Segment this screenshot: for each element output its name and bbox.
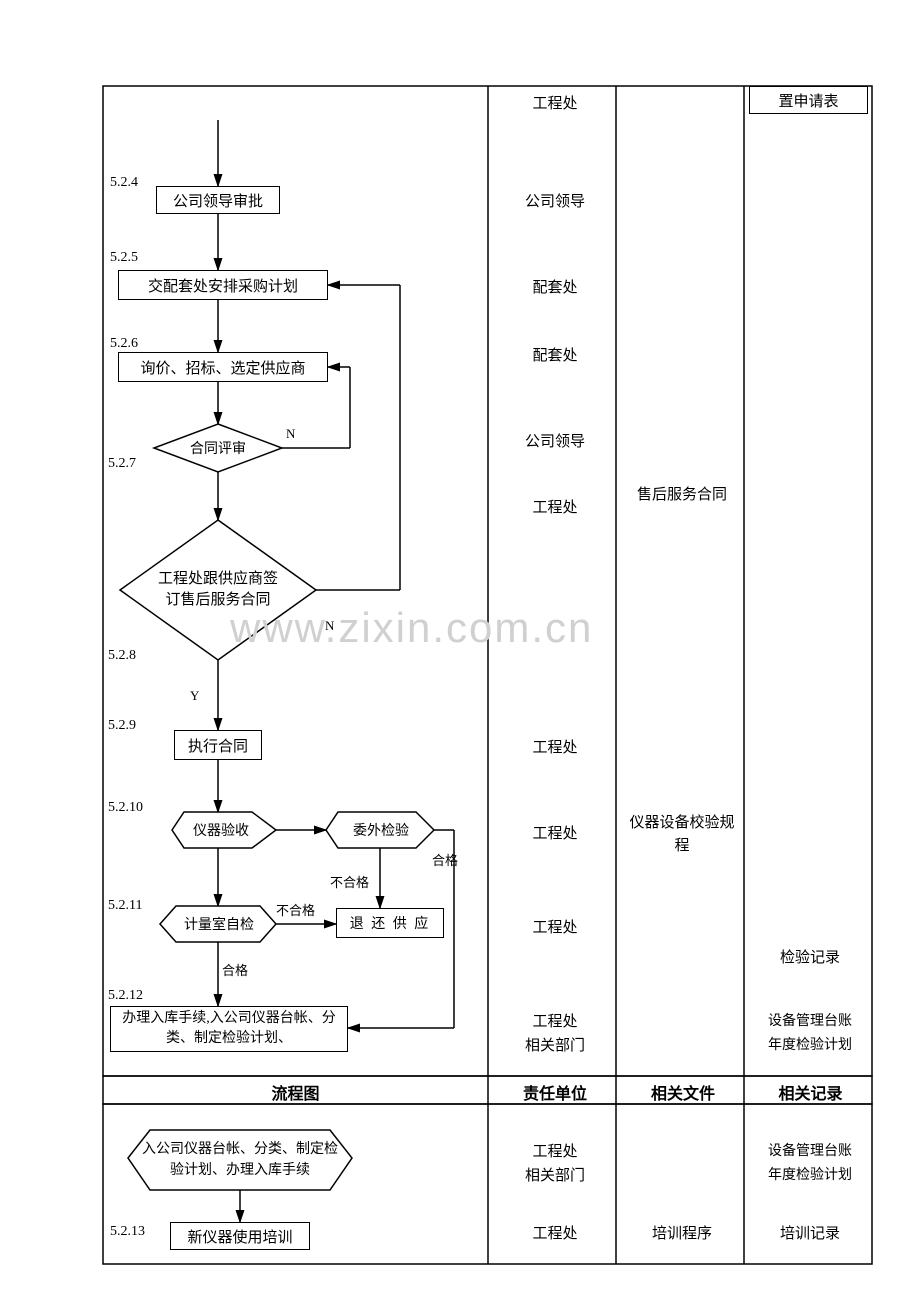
- box-5.2.5: 交配套处安排采购计划: [118, 270, 328, 300]
- num-5.2.13: 5.2.13: [110, 1224, 145, 1240]
- header-col3: 相关文件: [622, 1080, 744, 1104]
- top-col4-text: 置申请表: [778, 90, 838, 111]
- hex-5.2.12b-text: 入公司仪器台帐、分类、制定检验计划、办理入库手续: [140, 1138, 340, 1182]
- top-col4-box: 置申请表: [749, 86, 868, 114]
- hex-5.2.10b-text: 委外检验: [336, 820, 426, 840]
- doc-5.2.8: 售后服务合同: [624, 484, 740, 507]
- num-5.2.4: 5.2.4: [110, 175, 138, 191]
- label-5.2.10-fail: 不合格: [330, 872, 369, 891]
- rec-5.2.12a: 设备管理台账: [750, 1010, 870, 1030]
- branch-5.2.8-y: Y: [190, 688, 199, 704]
- num-5.2.5: 5.2.5: [110, 250, 138, 266]
- flowchart-canvas: 置申请表 工程处: [0, 0, 920, 1302]
- resp-5.2.13: 工程处: [500, 1222, 610, 1243]
- header-col2: 责任单位: [494, 1080, 616, 1104]
- hex-5.2.10a-text: 仪器验收: [178, 820, 264, 840]
- top-col2-text: 工程处: [500, 92, 610, 113]
- num-5.2.11: 5.2.11: [108, 898, 142, 914]
- box-5.2.9: 执行合同: [174, 730, 262, 760]
- header-col1: 流程图: [103, 1080, 488, 1104]
- resp-5.2.10: 工程处: [500, 822, 610, 843]
- watermark: www.zixin.com.cn: [230, 604, 593, 652]
- resp-5.2.12a: 工程处: [500, 1010, 610, 1031]
- rec-5.2.12b-a: 设备管理台账: [750, 1140, 870, 1160]
- box-5.2.6: 询价、招标、选定供应商: [118, 352, 328, 382]
- resp-5.2.6: 配套处: [500, 344, 610, 365]
- rec-5.2.13: 培训记录: [752, 1222, 868, 1243]
- label-5.2.10-pass: 合格: [432, 850, 458, 869]
- doc-5.2.10: 仪器设备校验规程: [624, 812, 740, 857]
- resp-5.2.12b: 相关部门: [500, 1034, 610, 1055]
- label-5.2.11-pass: 合格: [222, 960, 248, 979]
- branch-5.2.7-n: N: [286, 426, 295, 442]
- resp-5.2.7: 公司领导: [500, 430, 610, 451]
- rec-5.2.12b: 年度检验计划: [750, 1034, 870, 1054]
- num-5.2.12: 5.2.12: [108, 988, 143, 1004]
- doc-5.2.13: 培训程序: [624, 1222, 740, 1243]
- box-5.2.13: 新仪器使用培训: [170, 1222, 310, 1250]
- header-col4: 相关记录: [749, 1080, 872, 1104]
- label-5.2.11-fail: 不合格: [276, 900, 315, 919]
- rec-5.2.11: 检验记录: [752, 946, 868, 967]
- num-5.2.7: 5.2.7: [108, 456, 136, 472]
- num-5.2.8: 5.2.8: [108, 648, 136, 664]
- diamond-5.2.7-text: 合同评审: [168, 438, 268, 458]
- num-5.2.6: 5.2.6: [110, 336, 138, 352]
- resp-5.2.11: 工程处: [500, 916, 610, 937]
- resp-5.2.8: 工程处: [500, 496, 610, 517]
- num-5.2.10: 5.2.10: [108, 800, 143, 816]
- box-5.2.12: 办理入库手续,入公司仪器台帐、分类、制定检验计划、: [110, 1006, 348, 1052]
- box-5.2.4: 公司领导审批: [156, 186, 280, 214]
- resp-5.2.12b-a: 工程处: [500, 1140, 610, 1161]
- resp-5.2.4: 公司领导: [500, 190, 610, 211]
- hex-5.2.11-text: 计量室自检: [172, 914, 266, 934]
- resp-5.2.9: 工程处: [500, 736, 610, 757]
- rec-5.2.12b-b: 年度检验计划: [750, 1164, 870, 1184]
- num-5.2.9: 5.2.9: [108, 718, 136, 734]
- box-return: 退 还 供 应: [336, 908, 444, 938]
- resp-5.2.12b-b: 相关部门: [500, 1164, 610, 1185]
- resp-5.2.5: 配套处: [500, 276, 610, 297]
